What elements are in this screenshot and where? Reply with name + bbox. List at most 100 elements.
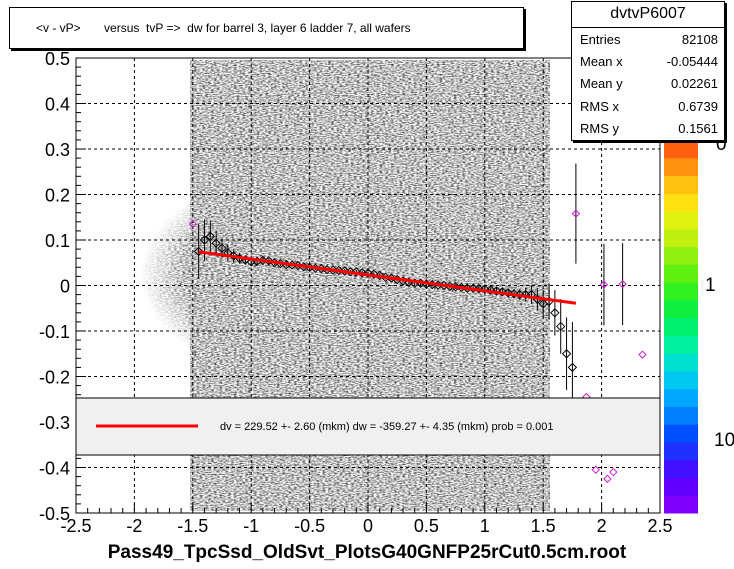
x-tick-label: 0.5 <box>414 516 439 536</box>
outlier-point <box>618 279 627 289</box>
plot-title-box: <v - vP> versus tvP => dw for barrel 3, … <box>9 7 524 49</box>
profile-point <box>363 268 373 278</box>
plot-title: <v - vP> versus tvP => dw for barrel 3, … <box>36 21 411 35</box>
stats-label: Mean x <box>580 54 623 69</box>
x-tick-label: 1.5 <box>531 516 556 536</box>
color-palette <box>664 140 698 514</box>
palette-swatch <box>664 424 698 443</box>
palette-labels: 10 1 0 <box>705 134 734 451</box>
profile-point <box>503 288 513 298</box>
stats-row-entries: Entries 82108 <box>580 32 718 52</box>
stats-row-rms-y: RMS y 0.1561 <box>580 121 718 141</box>
x-tick-label: 2.5 <box>647 516 672 536</box>
y-tick-label: -0.1 <box>39 322 70 342</box>
profile-point <box>550 308 560 318</box>
palette-swatch <box>664 299 698 319</box>
profile-point <box>561 349 572 359</box>
stats-value: 0.1561 <box>678 121 718 136</box>
profile-point <box>480 284 490 294</box>
stats-name: dvtvP6007 <box>610 5 686 22</box>
x-tick-label: 2 <box>597 516 607 536</box>
profile-point <box>193 246 204 257</box>
palette-swatch <box>664 157 698 177</box>
stats-label: Mean y <box>580 76 623 91</box>
profile-point <box>351 267 362 277</box>
outlier-point <box>571 209 581 218</box>
palette-swatch <box>664 495 698 514</box>
profile-point <box>374 270 385 281</box>
palette-swatch <box>664 246 698 265</box>
palette-swatch <box>664 370 698 390</box>
stats-box: dvtvP6007 Entries 82108 Mean x -0.05444 Me… <box>571 1 725 141</box>
profile-point <box>357 268 367 278</box>
palette-swatch <box>664 335 698 354</box>
stats-label: Entries <box>580 32 621 47</box>
x-tick-label: 0 <box>363 516 373 536</box>
outlier-point <box>188 219 198 229</box>
profile-point <box>474 283 484 294</box>
palette-swatch <box>664 211 698 230</box>
profile-point <box>509 288 519 299</box>
profile-point <box>556 321 566 332</box>
fit-legend: dv = 229.52 +- 2.60 (mkm) dw = -359.27 +… <box>75 397 661 456</box>
palette-swatch <box>664 353 698 372</box>
palette-swatch <box>664 406 698 425</box>
heatmap-hot-core <box>140 165 520 385</box>
outlier-point <box>591 465 600 474</box>
profile-point <box>497 287 508 297</box>
x-axis-ticks: -2.5 -2 -1.5 -1 -0.5 0 0.5 1 1.5 2 2.5 <box>60 503 673 536</box>
x-tick-label: -2.5 <box>60 516 91 536</box>
y-tick-label: 0.3 <box>45 140 70 160</box>
x-tick-label: -2 <box>126 516 142 536</box>
palette-swatch <box>664 388 698 407</box>
outlier-point <box>603 474 612 484</box>
outlier-point <box>638 350 647 359</box>
profile-point <box>228 251 239 261</box>
palette-swatch <box>664 175 698 194</box>
y-tick-label: 0 <box>60 277 70 297</box>
outlier-point <box>599 280 609 289</box>
palette-swatch <box>664 264 698 283</box>
outlier-series <box>188 163 647 484</box>
palette-swatch <box>664 441 698 461</box>
stats-label: RMS y <box>580 121 619 136</box>
stats-row-rms-x: RMS x 0.6739 <box>580 99 718 119</box>
palette-swatch <box>664 282 698 301</box>
profile-point <box>211 238 221 248</box>
stats-value: -0.05444 <box>666 54 718 69</box>
stats-row-mean-x: Mean x -0.05444 <box>580 54 718 74</box>
palette-swatch <box>664 228 698 248</box>
palette-swatch <box>664 317 698 336</box>
stats-value: 0.02261 <box>671 76 718 91</box>
y-axis-ticks: -0.5 -0.4 -0.3 -0.2 -0.1 0 0.1 0.2 0.3 0.4 0.5 <box>39 49 86 524</box>
profile-point <box>199 235 210 245</box>
x-tick-label: -1.5 <box>177 516 208 536</box>
y-tick-label: -0.4 <box>39 459 70 479</box>
y-tick-label: -0.5 <box>39 504 70 524</box>
profile-point <box>369 269 379 279</box>
y-tick-label: -0.2 <box>39 368 70 388</box>
profile-point <box>339 266 350 276</box>
y-tick-label: 0.4 <box>45 95 70 115</box>
profile-point <box>485 285 496 295</box>
palette-label-10: 10 <box>714 430 734 451</box>
palette-swatch <box>664 140 698 159</box>
stats-row-mean-y: Mean y 0.02261 <box>580 76 718 96</box>
profile-point <box>205 231 216 242</box>
fit-line <box>198 250 577 305</box>
legend-text: dv = 229.52 +- 2.60 (mkm) dw = -359.27 +… <box>220 421 554 433</box>
stats-separator <box>572 27 724 28</box>
y-tick-label: 0.1 <box>45 231 70 251</box>
profile-point <box>468 283 478 293</box>
profile-point <box>217 243 227 253</box>
outlier-point <box>609 467 618 477</box>
stats-value: 0.6739 <box>678 99 718 114</box>
palette-swatch <box>664 459 698 478</box>
x-tick-label: -1 <box>243 516 259 536</box>
y-tick-label: -0.3 <box>39 413 70 433</box>
profile-point <box>491 286 502 296</box>
y-tick-label: 0.5 <box>45 49 70 69</box>
stats-label: RMS x <box>580 99 619 114</box>
palette-swatch <box>664 193 698 212</box>
